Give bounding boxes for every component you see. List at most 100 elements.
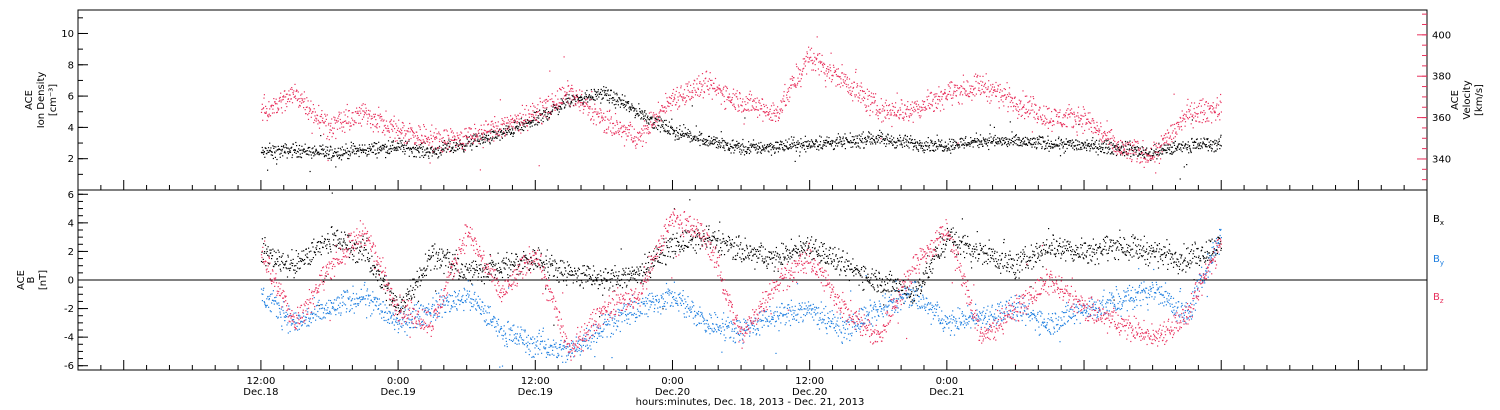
data-point [827, 141, 829, 144]
data-point [1194, 115, 1196, 117]
data-point [591, 108, 593, 110]
data-point [1011, 97, 1013, 99]
data-point [458, 144, 460, 146]
data-point [937, 148, 939, 150]
data-point [281, 260, 283, 262]
data-point [520, 132, 522, 134]
data-point [1151, 158, 1153, 160]
data-point [519, 123, 521, 125]
data-point [402, 151, 404, 153]
data-point [411, 127, 413, 129]
data-point [499, 99, 501, 101]
data-point [981, 88, 983, 90]
data-point [760, 108, 762, 110]
data-point [505, 130, 507, 132]
data-point [485, 132, 488, 134]
data-point [849, 142, 851, 144]
data-point [369, 146, 371, 148]
data-point [1093, 147, 1095, 149]
data-point [303, 250, 305, 252]
data-point [1137, 140, 1139, 142]
data-point [375, 276, 377, 278]
data-point [514, 120, 516, 122]
data-point [1218, 112, 1220, 115]
data-point [673, 96, 675, 98]
data-point [446, 145, 448, 147]
data-point [387, 140, 390, 142]
data-point [1180, 117, 1182, 119]
data-point [1140, 161, 1142, 163]
data-point [1012, 140, 1014, 143]
data-point [591, 91, 593, 93]
data-point [277, 145, 279, 147]
data-point [568, 94, 570, 96]
data-point [531, 113, 533, 115]
data-point [953, 148, 955, 150]
data-point [1113, 137, 1115, 139]
data-point [1099, 129, 1101, 131]
data-point [452, 151, 454, 154]
data-point [434, 153, 436, 155]
data-point [852, 86, 855, 89]
data-point [424, 135, 426, 137]
data-point [402, 127, 404, 129]
data-point [783, 100, 786, 102]
data-point [615, 100, 617, 103]
data-point [465, 143, 467, 145]
data-point [1152, 152, 1154, 154]
data-point [291, 102, 294, 104]
data-point [888, 143, 890, 145]
data-point [386, 127, 388, 130]
data-point [441, 148, 443, 150]
data-point [721, 90, 723, 92]
data-point [901, 146, 904, 148]
data-point [637, 113, 639, 115]
data-point [352, 143, 354, 145]
data-point [280, 270, 282, 272]
data-point [688, 81, 690, 83]
data-point [1003, 88, 1005, 90]
data-point [898, 139, 900, 141]
data-point [1034, 138, 1036, 140]
data-point [700, 91, 702, 93]
data-point [559, 105, 561, 108]
data-point [659, 120, 661, 122]
data-point [322, 121, 324, 123]
data-point [371, 255, 373, 257]
data-point [819, 141, 822, 143]
data-point [285, 93, 287, 95]
data-point [537, 121, 539, 123]
data-point [619, 130, 621, 132]
data-point [830, 52, 832, 54]
data-point [265, 147, 267, 150]
data-point [1042, 136, 1044, 138]
data-point [466, 136, 468, 138]
data-point [1074, 144, 1076, 147]
data-point [693, 135, 695, 137]
data-point [1124, 145, 1126, 147]
data-point [935, 106, 937, 109]
data-point [358, 114, 360, 116]
data-point [1180, 147, 1182, 149]
data-point [1103, 132, 1105, 134]
data-point [414, 155, 416, 158]
data-point [300, 102, 303, 104]
data-point [1122, 143, 1124, 145]
data-point [932, 98, 934, 100]
data-point [1198, 121, 1200, 123]
data-point [1031, 138, 1033, 140]
data-point [461, 147, 463, 149]
data-point [970, 92, 972, 94]
data-point [476, 134, 479, 136]
data-point [1010, 142, 1012, 144]
data-point [1061, 144, 1063, 146]
data-point [536, 111, 539, 113]
data-point [1164, 142, 1166, 144]
data-point [1006, 94, 1009, 96]
data-point [366, 155, 368, 157]
data-point [365, 152, 367, 154]
data-point [1188, 111, 1190, 113]
data-point [574, 103, 577, 105]
data-point [311, 148, 313, 150]
data-point [699, 139, 701, 141]
